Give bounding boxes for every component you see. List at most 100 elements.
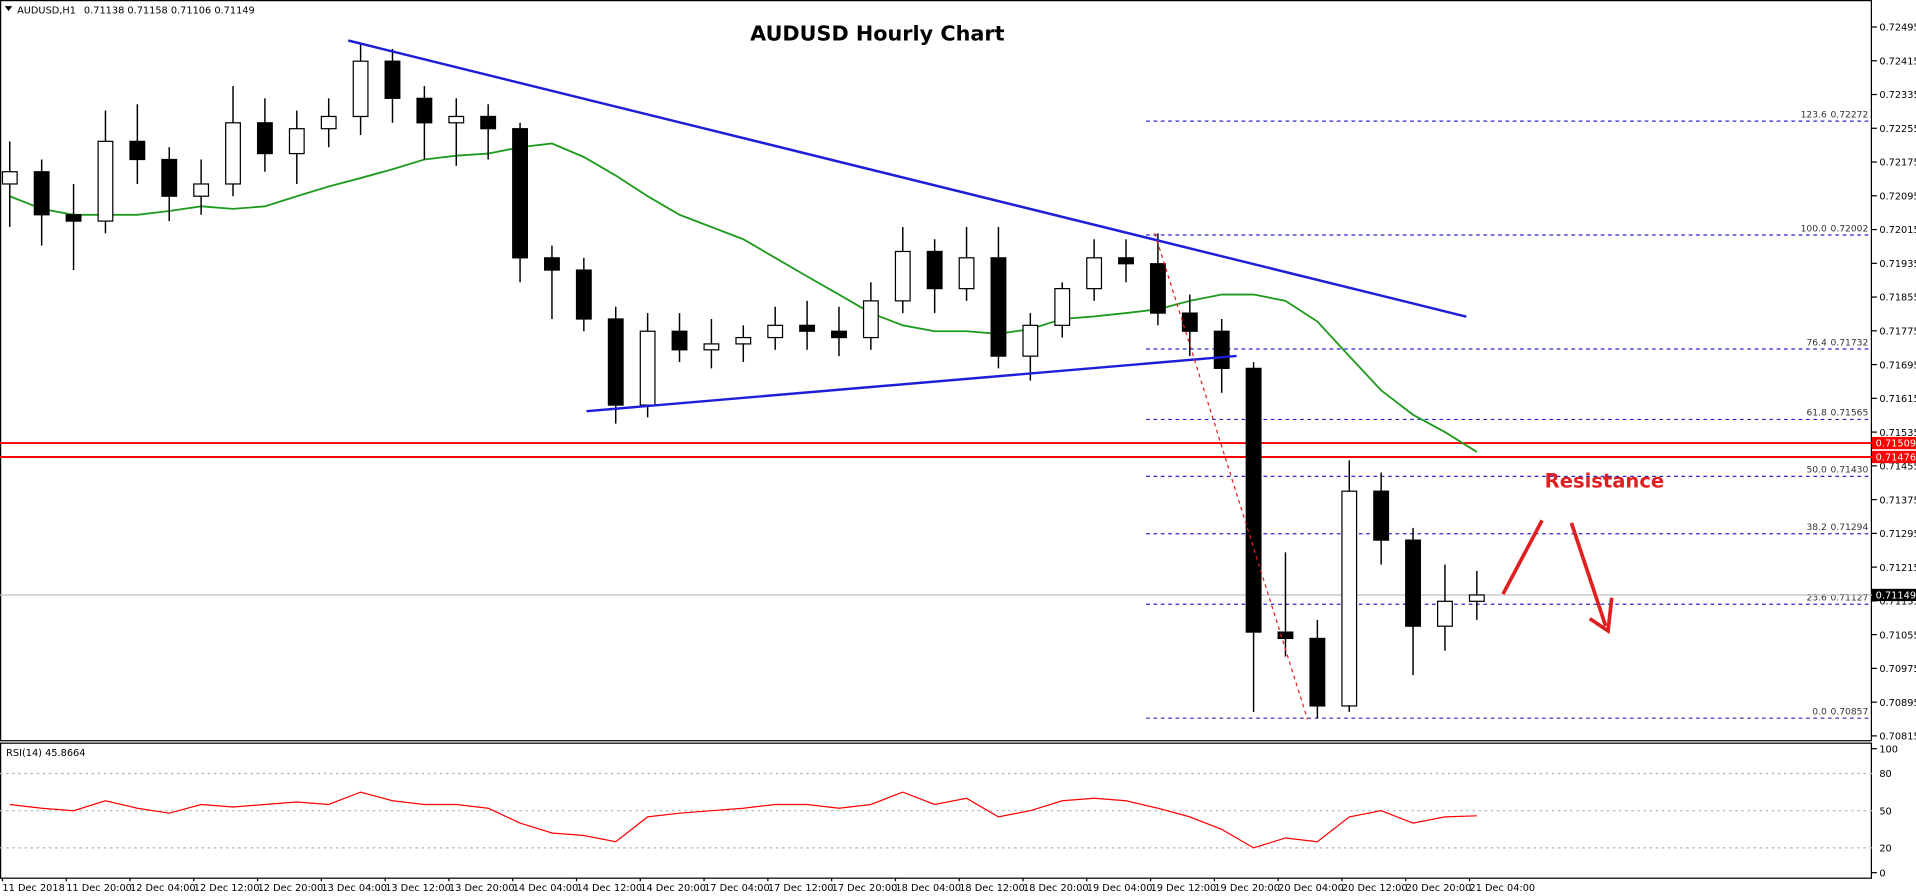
rsi-tick-label: 100 — [1879, 744, 1898, 755]
trendline-lower — [586, 354, 1237, 413]
fib-label: 38.2 0.71294 — [1806, 522, 1868, 533]
x-tick-label: 21 Dec 04:00 — [1470, 883, 1536, 894]
candle-body — [161, 158, 178, 197]
candle-body — [1309, 637, 1326, 707]
arrow-up — [1501, 519, 1544, 595]
current-price-box-label: 0.71149 — [1876, 591, 1916, 602]
candle-body — [352, 60, 369, 118]
candle-body — [512, 128, 528, 259]
candle-body — [1181, 312, 1198, 332]
bar-high: 0.71158 — [127, 5, 167, 16]
y-tick-label: 0.71375 — [1879, 495, 1916, 506]
candle-body — [193, 183, 210, 197]
symbol: AUDUSD,H1 — [17, 5, 76, 16]
rsi-tick-label: 20 — [1879, 844, 1891, 855]
fib-price: 0.71294 — [1830, 522, 1868, 533]
candle-body — [1022, 324, 1039, 357]
fib-label: 23.6 0.71127 — [1806, 593, 1868, 604]
fib-price: 0.71127 — [1830, 593, 1868, 604]
y-tick-label: 0.71775 — [1879, 326, 1916, 337]
candle-body — [894, 250, 911, 302]
rsi-tick-label: 80 — [1879, 769, 1891, 780]
x-tick-label: 20 Dec 12:00 — [1342, 883, 1408, 894]
resistance-box — [1872, 450, 1916, 464]
candle-body — [384, 60, 401, 99]
candle-body — [831, 330, 847, 339]
fib-ratio: 123.6 — [1801, 109, 1827, 120]
fib-label: 50.0 0.71430 — [1806, 465, 1868, 476]
candle-body — [639, 330, 656, 406]
y-tick-label: 0.71055 — [1879, 630, 1916, 641]
candle-body — [575, 269, 592, 320]
candle-body — [480, 115, 497, 130]
fib-price: 0.70857 — [1830, 706, 1868, 717]
x-tick-label: 11 Dec 2018 — [2, 883, 64, 894]
fib-ratio: 38.2 — [1806, 522, 1826, 533]
menu-triangle — [4, 6, 13, 12]
fib-label: 123.6 0.72272 — [1801, 109, 1869, 120]
fib-label: 61.8 0.71565 — [1806, 408, 1868, 419]
candle-body — [926, 250, 943, 290]
fib-price: 0.72272 — [1830, 109, 1868, 120]
candle-body — [799, 324, 816, 332]
fib-price: 0.72002 — [1830, 223, 1868, 234]
bar-low: 0.71106 — [171, 5, 211, 16]
fib-label: 76.4 0.71732 — [1806, 337, 1868, 348]
fib-price: 0.71430 — [1830, 465, 1868, 476]
y-tick-label: 0.71295 — [1879, 529, 1916, 540]
y-tick-label: 0.72335 — [1879, 90, 1916, 101]
y-tick-label: 0.71855 — [1879, 293, 1916, 304]
candle-body — [671, 330, 688, 351]
fib-ratio: 61.8 — [1806, 408, 1827, 419]
y-tick-label: 0.72415 — [1879, 56, 1916, 67]
y-tick-label: 0.71935 — [1879, 259, 1916, 270]
candle-body — [320, 115, 337, 130]
rsi-tick-label: 50 — [1879, 806, 1891, 817]
y-tick-label: 0.70815 — [1879, 732, 1916, 743]
rsi-line — [9, 791, 1477, 849]
y-tick-label: 0.70975 — [1879, 664, 1916, 675]
candle-body — [1054, 288, 1071, 326]
x-tick-label: 18 Dec 12:00 — [959, 883, 1025, 894]
x-tick-label: 12 Dec 04:00 — [130, 883, 196, 894]
y-tick-label: 0.71695 — [1879, 360, 1916, 371]
resistance-box-label: 0.71509 — [1876, 439, 1916, 450]
candle-body — [225, 122, 241, 185]
resistance-box-label: 0.71476 — [1876, 453, 1916, 464]
candle-body — [1277, 631, 1294, 640]
candle-body — [33, 171, 50, 216]
y-tick-label: 0.71215 — [1879, 563, 1916, 574]
candle-body — [862, 300, 879, 339]
fib-ratio: 50.0 — [1806, 465, 1827, 476]
resistance-box — [1872, 436, 1916, 450]
candle-body — [735, 336, 752, 345]
symbol-header: AUDUSD,H1 0.71138 0.71158 0.71106 0.7114… — [17, 5, 255, 16]
y-tick-label: 0.70895 — [1879, 698, 1916, 709]
x-tick-label: 19 Dec 04:00 — [1087, 883, 1153, 894]
plot-layer: 0.72495 0.72415 0.72335 0.72255 0.72175 0.720… — [0, 23, 1916, 894]
x-tick-label: 20 Dec 04:00 — [1278, 883, 1344, 894]
fib-price: 0.71732 — [1830, 337, 1868, 348]
x-tick-label: 14 Dec 04:00 — [513, 883, 579, 894]
candle-body — [1468, 594, 1485, 602]
candle-body — [65, 214, 82, 222]
candle-body — [288, 128, 305, 155]
fib-label: 0.0 0.70857 — [1812, 706, 1868, 717]
fib-label: 100.0 0.72002 — [1801, 223, 1869, 234]
candle-body — [703, 343, 720, 351]
fib-ratio: 76.4 — [1806, 337, 1827, 348]
y-tick-label: 0.71615 — [1879, 394, 1916, 405]
fib-ratio: 0.0 — [1812, 706, 1827, 717]
main-frame — [0, 0, 1873, 742]
rsi-last: 45.8664 — [45, 748, 85, 759]
x-tick-label: 19 Dec 12:00 — [1151, 883, 1217, 894]
candle-body — [416, 97, 433, 124]
x-tick-label: 18 Dec 04:00 — [895, 883, 961, 894]
x-tick-label: 13 Dec 04:00 — [321, 883, 387, 894]
candle-body — [1213, 330, 1230, 369]
candle-body — [1149, 263, 1166, 314]
candle-body — [256, 122, 273, 155]
x-tick-label: 14 Dec 12:00 — [577, 883, 643, 894]
